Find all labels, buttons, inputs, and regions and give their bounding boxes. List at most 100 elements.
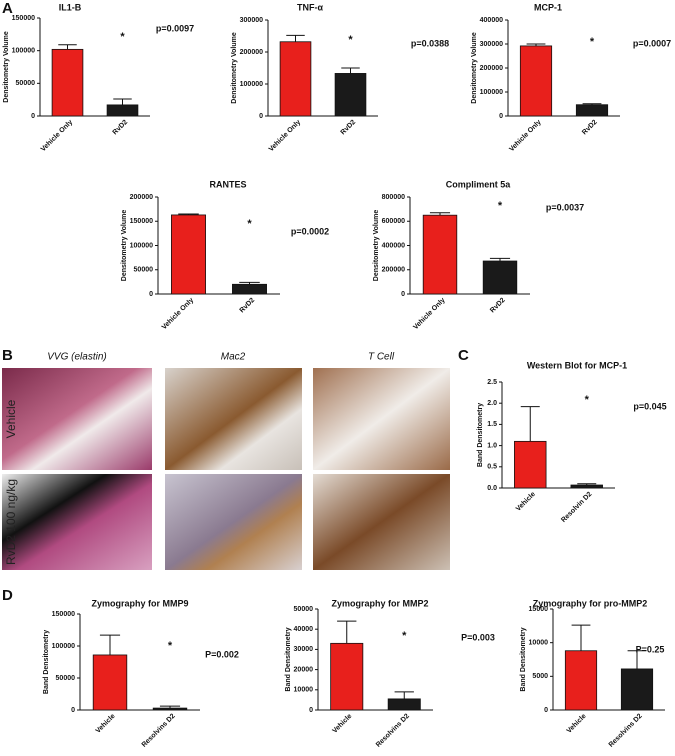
- x-tick-label: Resolvins D2: [375, 713, 411, 749]
- x-tick-label: RvD2: [239, 297, 257, 315]
- bar: [620, 668, 654, 711]
- bar: [570, 484, 603, 489]
- column-label: VVG (elastin): [47, 352, 106, 363]
- y-tick-label: 5000: [532, 673, 548, 680]
- bar: [519, 45, 553, 117]
- chart-title: Compliment 5a: [446, 179, 512, 189]
- x-tick-label: Vehicle: [95, 713, 117, 735]
- error-bar: [627, 650, 647, 669]
- bar: [422, 214, 458, 295]
- bar: [152, 707, 188, 711]
- bar: [279, 41, 312, 117]
- y-tick-label: 200000: [382, 267, 405, 274]
- chart-title: Western Blot for MCP-1: [527, 360, 627, 370]
- chart-title: IL1-B: [59, 2, 82, 12]
- y-tick-label: 40000: [294, 626, 314, 633]
- row-label: RvD2 100 ng/kg: [4, 479, 18, 565]
- error-bar: [337, 620, 357, 644]
- y-axis-label: Band Densitometry: [285, 627, 292, 691]
- row-label: Vehicle: [4, 399, 18, 438]
- significance-marker: *: [120, 31, 125, 43]
- error-bar: [341, 67, 360, 74]
- bar: [387, 698, 421, 711]
- column-label: T Cell: [368, 352, 395, 363]
- x-tick-label: Vehicle Only: [268, 119, 302, 153]
- chart-title: Zymography for MMP9: [91, 598, 188, 608]
- p-value: p=0.0007: [633, 38, 671, 48]
- y-tick-label: 1.0: [487, 442, 497, 449]
- y-tick-label: 50000: [56, 675, 76, 682]
- bar: [106, 104, 139, 117]
- error-bar: [99, 634, 121, 655]
- error-bar: [178, 213, 199, 215]
- y-tick-label: 200000: [480, 65, 503, 72]
- bar: [51, 48, 84, 117]
- histology-image: [2, 368, 152, 470]
- error-bar: [394, 691, 414, 699]
- y-tick-label: 0: [149, 291, 153, 298]
- x-tick-label: RvD2: [112, 119, 130, 137]
- x-tick-label: RvD2: [581, 119, 599, 137]
- x-tick-label: Vehicle Only: [40, 119, 74, 153]
- significance-marker: *: [168, 640, 173, 652]
- bar: [514, 440, 547, 489]
- y-tick-label: 2.5: [487, 379, 497, 386]
- y-tick-label: 15000: [529, 606, 549, 613]
- error-bar: [58, 44, 77, 50]
- y-tick-label: 0: [309, 707, 313, 714]
- x-tick-label: Vehicle: [331, 713, 353, 735]
- y-tick-label: 0: [31, 113, 35, 120]
- histology-image: [2, 474, 152, 570]
- error-bar: [489, 257, 511, 262]
- y-tick-label: 300000: [240, 17, 263, 24]
- y-tick-label: 0: [71, 707, 75, 714]
- y-tick-label: 0: [499, 113, 503, 120]
- y-tick-label: 100000: [480, 89, 503, 96]
- histology-image: [313, 368, 450, 470]
- error-bar: [571, 624, 591, 651]
- y-axis-label: Densitometry Volume: [3, 31, 10, 103]
- y-tick-label: 50000: [16, 80, 36, 87]
- significance-marker: *: [247, 218, 252, 230]
- bar: [575, 104, 609, 117]
- y-tick-label: 0: [259, 113, 263, 120]
- p-value: p=0.0037: [546, 202, 584, 212]
- p-value: P=0.25: [636, 644, 665, 654]
- y-axis-label: Band Densitometry: [520, 627, 527, 691]
- error-bar: [113, 98, 132, 105]
- significance-marker: *: [590, 36, 595, 48]
- y-axis-label: Densitometry Volume: [373, 210, 380, 282]
- x-tick-label: Vehicle Only: [161, 297, 195, 331]
- x-tick-label: Vehicle: [566, 713, 588, 735]
- chart-title: Zymography for pro-MMP2: [533, 598, 648, 608]
- significance-marker: *: [498, 200, 503, 212]
- y-tick-label: 150000: [12, 15, 35, 22]
- histology-image: [165, 474, 302, 570]
- significance-marker: *: [348, 34, 353, 46]
- y-tick-label: 20000: [294, 666, 314, 673]
- y-tick-label: 400000: [382, 242, 405, 249]
- error-bar: [520, 406, 540, 442]
- x-tick-label: RvD2: [489, 297, 507, 315]
- y-tick-label: 10000: [529, 640, 549, 647]
- y-tick-label: 100000: [12, 48, 35, 55]
- p-value: p=0.045: [633, 401, 666, 411]
- y-tick-label: 100000: [52, 643, 75, 650]
- bar: [232, 283, 267, 295]
- y-tick-label: 50000: [294, 606, 314, 613]
- chart-title: Zymography for MMP2: [331, 598, 428, 608]
- histology-image: [313, 474, 450, 570]
- panel-letter: C: [458, 347, 469, 364]
- x-tick-label: Vehicle Only: [412, 297, 446, 331]
- x-tick-label: Resolvins D2: [141, 713, 177, 749]
- y-tick-label: 300000: [480, 41, 503, 48]
- y-tick-label: 400000: [480, 17, 503, 24]
- chart-title: RANTES: [209, 179, 246, 189]
- y-tick-label: 100000: [130, 242, 153, 249]
- bar: [330, 642, 364, 711]
- x-tick-label: Resolvin D2: [560, 491, 593, 524]
- panel-letter: B: [2, 347, 13, 364]
- y-axis-label: Densitometry Volume: [231, 32, 238, 104]
- error-bar: [577, 483, 597, 486]
